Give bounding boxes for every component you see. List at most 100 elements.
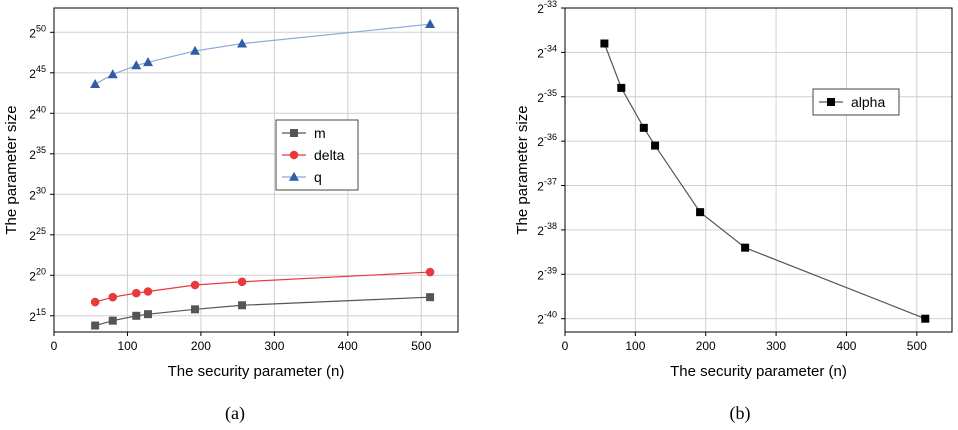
plot-frame bbox=[564, 7, 953, 333]
x-tick-label: 200 bbox=[191, 339, 211, 353]
data-point-q bbox=[131, 60, 142, 70]
data-point-q bbox=[237, 38, 248, 48]
data-point-delta bbox=[90, 297, 100, 307]
data-point-m bbox=[132, 311, 141, 320]
y-tick-label-exponent: -35 bbox=[544, 88, 557, 98]
y-tick-label-exponent: -40 bbox=[544, 310, 557, 320]
y-tick-label: 2-36 bbox=[537, 132, 557, 149]
legend-marker-m bbox=[290, 129, 298, 137]
series-line-alpha bbox=[603, 43, 926, 320]
data-point-alpha bbox=[741, 243, 750, 252]
y-tick-label-exponent: 40 bbox=[36, 104, 46, 114]
y-tick-label-base: 2 bbox=[537, 91, 544, 105]
data-point-alpha bbox=[639, 123, 648, 132]
data-point-q bbox=[143, 57, 154, 67]
y-tick-label-base: 2 bbox=[29, 310, 36, 324]
y-tick-label: 250 bbox=[29, 23, 46, 40]
y-tick-label-exponent: 30 bbox=[36, 185, 46, 195]
y-tick-label-exponent: -34 bbox=[544, 43, 557, 53]
x-tick-label: 200 bbox=[696, 339, 716, 353]
y-tick-label-base: 2 bbox=[537, 46, 544, 60]
x-tick-label: 100 bbox=[625, 339, 645, 353]
y-tick-label-exponent: -39 bbox=[544, 265, 557, 275]
series-line-delta bbox=[94, 271, 431, 303]
data-point-q bbox=[107, 69, 118, 79]
y-tick-label: 245 bbox=[29, 64, 46, 81]
data-point-q bbox=[425, 19, 436, 28]
y-tick-label: 2-35 bbox=[537, 88, 557, 105]
legend-marker-alpha bbox=[827, 98, 835, 106]
data-point-m bbox=[108, 316, 117, 325]
y-tick-label-exponent: 50 bbox=[36, 23, 46, 33]
x-tick-label: 400 bbox=[836, 339, 856, 353]
y-tick-label-base: 2 bbox=[29, 148, 36, 162]
x-tick-label: 500 bbox=[411, 339, 431, 353]
data-point-m bbox=[91, 321, 100, 330]
y-tick-label-base: 2 bbox=[537, 180, 544, 194]
y-tick-label: 235 bbox=[29, 145, 46, 162]
y-tick-label: 240 bbox=[29, 104, 46, 121]
y-tick-label-base: 2 bbox=[537, 2, 544, 16]
y-tick-label-base: 2 bbox=[537, 313, 544, 327]
y-axis-title: The parameter size bbox=[3, 105, 20, 234]
data-point-m bbox=[144, 310, 153, 319]
y-tick-label: 2-38 bbox=[537, 221, 557, 238]
data-point-delta bbox=[108, 292, 118, 302]
y-tick-label: 2-37 bbox=[537, 177, 557, 194]
data-point-delta bbox=[143, 287, 153, 296]
legend-label-delta: delta bbox=[314, 147, 345, 163]
data-point-alpha bbox=[696, 208, 705, 217]
y-tick-label-base: 2 bbox=[29, 26, 36, 40]
y-tick-label-base: 2 bbox=[537, 135, 544, 149]
x-tick-label: 100 bbox=[117, 339, 137, 353]
y-tick-label-exponent: -37 bbox=[544, 177, 557, 187]
x-tick-label: 400 bbox=[338, 339, 358, 353]
data-point-delta bbox=[190, 280, 200, 290]
y-tick-label-exponent: 45 bbox=[36, 64, 46, 74]
x-tick-label: 300 bbox=[766, 339, 786, 353]
data-point-delta bbox=[237, 277, 247, 287]
data-point-q bbox=[190, 45, 201, 55]
data-point-q bbox=[90, 78, 101, 88]
y-tick-label: 2-33 bbox=[537, 0, 557, 16]
y-axis-title: The parameter size bbox=[514, 105, 531, 234]
y-tick-label-exponent: -38 bbox=[544, 221, 557, 231]
chart-panel-b: 0 100 200 300 400 5002-402-392-382-372-362-35… bbox=[514, 0, 953, 380]
y-tick-label-exponent: -36 bbox=[544, 132, 557, 142]
legend-marker-delta bbox=[289, 150, 299, 160]
y-tick-label-base: 2 bbox=[537, 224, 544, 238]
y-tick-label-base: 2 bbox=[29, 229, 36, 243]
x-tick-label: 500 bbox=[907, 339, 927, 353]
y-tick-label: 2-34 bbox=[537, 43, 557, 60]
y-tick-label-exponent: 35 bbox=[36, 145, 46, 155]
legend-label-q: q bbox=[314, 169, 322, 185]
y-tick-label-exponent: 20 bbox=[36, 266, 46, 276]
legend-marker-q bbox=[289, 171, 299, 181]
x-tick-label: 0 bbox=[562, 339, 569, 353]
data-point-m bbox=[191, 305, 200, 314]
y-tick-label: 220 bbox=[29, 266, 46, 283]
series-line-q bbox=[94, 23, 431, 85]
data-point-delta bbox=[425, 267, 435, 277]
data-point-alpha bbox=[600, 39, 609, 48]
y-tick-label-exponent: -33 bbox=[544, 0, 557, 9]
x-tick-label: 0 bbox=[51, 339, 58, 353]
data-point-alpha bbox=[651, 141, 660, 150]
x-axis-title: The security parameter (n) bbox=[670, 363, 847, 380]
data-point-alpha bbox=[617, 83, 626, 92]
y-tick-label: 225 bbox=[29, 226, 46, 243]
panel-caption-b: (b) bbox=[730, 403, 751, 424]
x-tick-label: 300 bbox=[264, 339, 284, 353]
y-tick-label: 230 bbox=[29, 185, 46, 202]
panel-caption-a: (a) bbox=[225, 403, 245, 424]
y-tick-label-exponent: 25 bbox=[36, 226, 46, 236]
plot-frame bbox=[53, 7, 459, 333]
y-tick-label: 2-39 bbox=[537, 265, 557, 282]
y-tick-label-base: 2 bbox=[29, 67, 36, 81]
y-tick-label-base: 2 bbox=[29, 188, 36, 202]
chart-panel-a: 0 100 200 300 400 500215220225230235240245250… bbox=[3, 7, 459, 380]
data-point-m bbox=[238, 301, 247, 310]
legend-label-alpha: alpha bbox=[851, 94, 885, 110]
